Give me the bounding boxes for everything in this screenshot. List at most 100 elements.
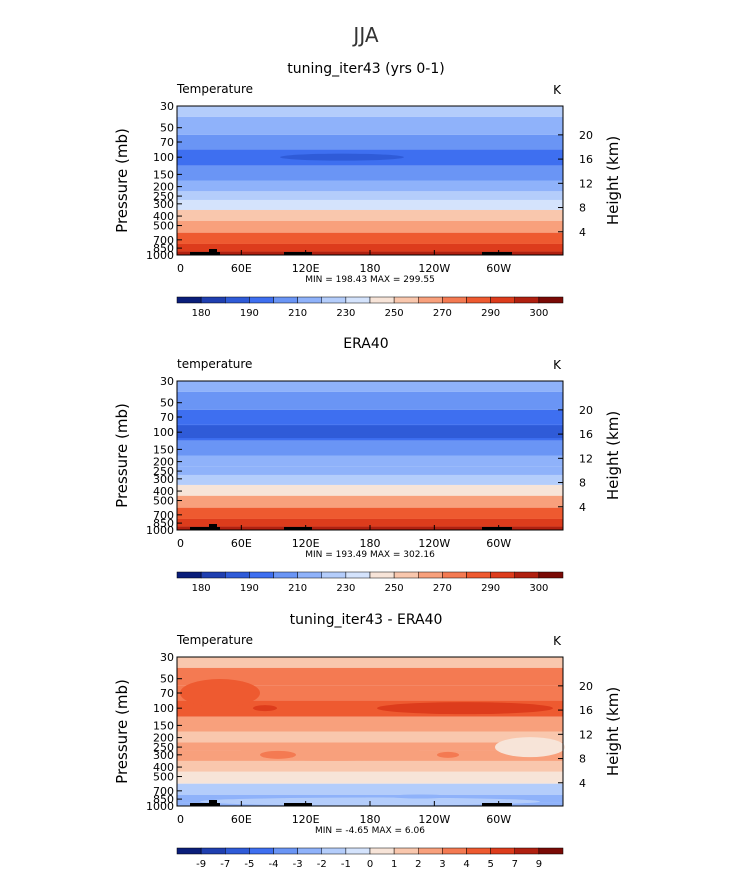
colorbar-swatch xyxy=(418,847,443,855)
y-tick-label: 1000 xyxy=(146,249,174,262)
contour-band xyxy=(177,220,563,233)
x-tick-label: 120W xyxy=(418,813,450,826)
x-tick-label: 180 xyxy=(360,537,381,550)
variable-label: Temperature xyxy=(176,633,253,647)
contour-band xyxy=(177,165,563,181)
contour-band xyxy=(177,116,563,135)
x-tick-label: 60W xyxy=(486,262,511,275)
colorbar-swatch xyxy=(538,571,564,579)
y-tick-label: 70 xyxy=(160,411,174,424)
colorbar-swatch xyxy=(514,571,540,579)
y-tick-label: 250 xyxy=(153,190,174,203)
y-axis-title: Pressure (mb) xyxy=(113,679,131,784)
colorbar-swatch xyxy=(418,571,443,579)
contour-band xyxy=(177,466,563,475)
y-tick-label: 850 xyxy=(153,793,174,806)
colorbar-label: -9 xyxy=(196,859,206,870)
colorbar-swatch xyxy=(176,571,202,579)
topography-mask xyxy=(482,252,512,255)
y-tick-label: 500 xyxy=(153,771,174,784)
x-tick-label: 0 xyxy=(177,813,184,826)
y-right-axis-title: Height (km) xyxy=(604,687,622,776)
x-tick-label: 60W xyxy=(486,813,511,826)
topography-mask xyxy=(284,803,312,806)
x-tick-label: 60W xyxy=(486,537,511,550)
topography-mask xyxy=(209,249,217,255)
contour-band xyxy=(177,199,563,210)
x-tick-label: 120E xyxy=(292,813,320,826)
contour-feature xyxy=(280,153,404,161)
colorbar-label: 2 xyxy=(415,859,421,870)
y-tick-label: 1000 xyxy=(146,800,174,813)
colorbar-swatch xyxy=(369,296,395,304)
colorbar-label: 270 xyxy=(433,583,452,594)
colorbar-swatch xyxy=(490,571,515,579)
y-tick-label: 50 xyxy=(160,122,174,135)
panel-title: tuning_iter43 (yrs 0-1) xyxy=(287,61,444,77)
contour-band xyxy=(177,731,563,743)
x-tick-label: 120W xyxy=(418,262,450,275)
contour-band xyxy=(177,716,563,732)
colorbar-label: 290 xyxy=(481,308,500,319)
x-tick-label: 180 xyxy=(360,813,381,826)
y-tick-label: 50 xyxy=(160,673,174,686)
colorbar-label: 290 xyxy=(481,583,500,594)
y-right-tick-label: 12 xyxy=(579,177,593,190)
contour-feature xyxy=(260,750,296,759)
contour-band xyxy=(177,232,563,244)
colorbar-label: 5 xyxy=(487,859,493,870)
colorbar-label: 230 xyxy=(336,308,355,319)
colorbar-label: 1 xyxy=(391,859,397,870)
contour-band xyxy=(177,134,563,150)
topography-mask xyxy=(190,803,220,806)
y-right-tick-label: 16 xyxy=(579,428,593,441)
topography-mask xyxy=(482,803,512,806)
y-tick-label: 700 xyxy=(153,234,174,247)
topography-mask xyxy=(284,252,312,255)
colorbar-label: 180 xyxy=(192,308,211,319)
colorbar-swatch xyxy=(393,571,419,579)
colorbar-swatch xyxy=(321,571,347,579)
colorbar-label: 250 xyxy=(385,583,404,594)
x-tick-label: 0 xyxy=(177,537,184,550)
colorbar-label: 230 xyxy=(336,583,355,594)
panel-title: tuning_iter43 - ERA40 xyxy=(290,612,443,628)
contour-band xyxy=(177,391,563,410)
contour-band xyxy=(177,685,563,701)
y-tick-label: 200 xyxy=(153,732,174,745)
y-right-tick-label: 4 xyxy=(579,226,586,239)
y-tick-label: 100 xyxy=(153,151,174,164)
variable-label: Temperature xyxy=(176,82,253,96)
colorbar-swatch xyxy=(200,847,226,855)
y-tick-label: 700 xyxy=(153,785,174,798)
colorbar-swatch xyxy=(249,571,274,579)
colorbar-label: 210 xyxy=(288,308,307,319)
x-tick-label: 120W xyxy=(418,537,450,550)
colorbar-swatch xyxy=(514,847,540,855)
colorbar-label: 3 xyxy=(439,859,445,870)
colorbar-swatch xyxy=(321,296,347,304)
y-right-tick-label: 4 xyxy=(579,777,586,790)
y-axis-title: Pressure (mb) xyxy=(113,403,131,508)
panel-model: tuning_iter43 (yrs 0-1)Temperature K30507… xyxy=(113,61,622,319)
y-tick-label: 250 xyxy=(153,741,174,754)
colorbar-swatch xyxy=(442,571,467,579)
x-tick-label: 120E xyxy=(292,537,320,550)
colorbar-swatch xyxy=(466,296,491,304)
y-tick-label: 300 xyxy=(153,198,174,211)
colorbar-swatch xyxy=(273,296,298,304)
colorbar-swatch xyxy=(393,847,419,855)
colorbar-swatch xyxy=(369,571,395,579)
x-tick-label: 0 xyxy=(177,262,184,275)
colorbar-swatch xyxy=(273,847,298,855)
contour-feature xyxy=(180,679,260,708)
colorbar-label: 210 xyxy=(288,583,307,594)
units-label: K xyxy=(553,83,562,97)
y-tick-label: 500 xyxy=(153,495,174,508)
y-tick-label: 850 xyxy=(153,517,174,530)
colorbar-swatch xyxy=(466,847,491,855)
contour-band xyxy=(177,474,563,485)
y-tick-label: 250 xyxy=(153,465,174,478)
